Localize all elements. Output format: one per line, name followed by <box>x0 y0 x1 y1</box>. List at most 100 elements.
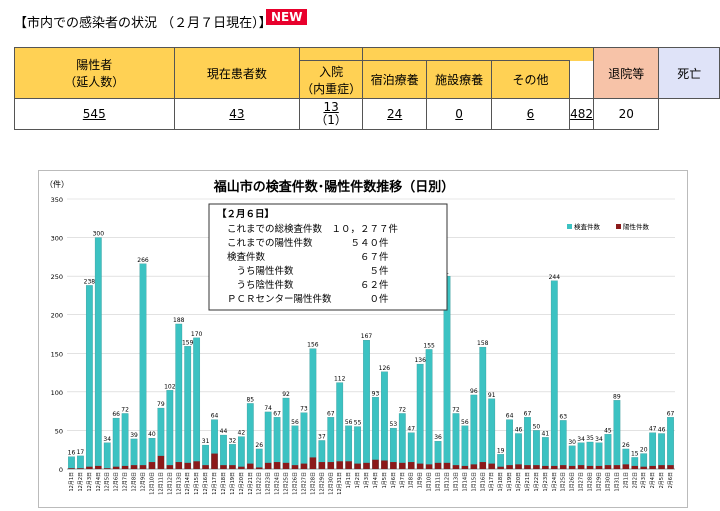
bar-positive <box>443 462 451 469</box>
legend-swatch-positive <box>616 224 621 229</box>
summary-box-frame <box>208 203 448 311</box>
data-label: 64 <box>506 413 514 420</box>
header-hospital-label: 入院 <box>319 64 344 79</box>
x-tick-label: 2月5日 <box>659 472 665 488</box>
data-label: 16 <box>68 450 76 457</box>
data-label: 17 <box>77 449 85 456</box>
x-tick-label: 12月2日 <box>78 472 84 492</box>
y-axis-ticks: 0 50 100 150 200 250 300 350 <box>51 196 63 474</box>
bar-positive <box>649 465 656 469</box>
bar-tests <box>166 390 174 470</box>
value-hospital-severe: （1） <box>315 113 347 127</box>
bar-tests <box>363 340 370 470</box>
bar-tests <box>300 412 308 470</box>
x-tick-label: 1月18日 <box>498 472 504 492</box>
bar-positive <box>497 466 504 469</box>
header-positive-sub: （延人数） <box>64 75 125 89</box>
x-tick-label: 12月29日 <box>319 472 325 495</box>
bar-positive <box>229 465 236 469</box>
bar-tests <box>130 438 138 470</box>
x-tick-label: 1月4日 <box>373 472 379 488</box>
data-label: 56 <box>461 419 469 426</box>
y-tick-label: 250 <box>51 273 63 281</box>
bar-positive <box>184 462 191 469</box>
data-label: 66 <box>112 411 120 418</box>
x-tick-label: 1月2日 <box>355 472 361 488</box>
bar-positive <box>658 465 665 469</box>
x-tick-label: 2月4日 <box>650 472 656 488</box>
x-tick-label: 1月25日 <box>561 472 567 492</box>
bar-tests <box>577 442 585 470</box>
x-tick-label: 1月17日 <box>489 472 495 492</box>
bar-tests <box>327 417 335 470</box>
x-tick-label: 12月30日 <box>328 472 334 495</box>
data-label: 136 <box>414 357 426 364</box>
header-deaths: 死亡 <box>658 47 720 99</box>
bar-positive <box>247 463 254 469</box>
bar-positive <box>434 462 442 469</box>
bar-tests <box>398 413 406 470</box>
bar-positive <box>130 465 138 469</box>
header-discharged: 退院等 <box>592 47 660 99</box>
bar-positive <box>68 468 75 469</box>
x-tick-label: 12月3日 <box>87 472 93 492</box>
x-tick-label: 1月11日 <box>436 472 442 492</box>
bar-positive <box>345 461 352 469</box>
bar-positive <box>515 464 522 469</box>
bar-tests <box>658 433 665 470</box>
bar-positive <box>631 465 638 469</box>
data-label: 89 <box>613 393 621 400</box>
bar-positive <box>157 455 165 469</box>
data-label: 44 <box>220 428 228 435</box>
x-tick-label: 12月24日 <box>275 472 281 495</box>
bar-tests <box>246 403 254 470</box>
x-tick-label: 12月31日 <box>337 472 343 495</box>
data-label: 91 <box>488 392 496 399</box>
bar-tests <box>264 411 272 470</box>
data-label: 156 <box>307 342 319 349</box>
data-label: 126 <box>379 365 391 372</box>
x-tick-label: 1月22日 <box>534 472 540 492</box>
bar-positive <box>104 468 111 469</box>
bar-tests <box>425 349 433 470</box>
bar-tests <box>649 432 657 470</box>
bar-tests <box>550 280 558 470</box>
x-tick-label: 1月31日 <box>614 472 620 492</box>
x-tick-label: 12月18日 <box>221 472 227 495</box>
bar-tests <box>273 417 281 470</box>
data-label: 36 <box>434 434 442 441</box>
data-label: 67 <box>273 410 281 417</box>
data-label: 26 <box>255 442 263 449</box>
bar-positive <box>622 464 630 469</box>
x-tick-label: 1月15日 <box>471 472 477 492</box>
bar-positive <box>256 467 263 469</box>
x-tick-label: 1月14日 <box>462 472 468 492</box>
legend: 検査件数 陽性件数 <box>567 222 650 231</box>
bar-positive <box>77 468 84 469</box>
bar-tests <box>667 417 674 470</box>
summary-line-date: 【２月６日】 <box>217 208 274 220</box>
bar-tests <box>121 413 129 470</box>
x-tick-label: 12月13日 <box>176 472 182 495</box>
summary-line-positive: うち陽性件数 ５件 <box>227 265 389 277</box>
page-header: 【市内での感染者の状況 （２月７日現在）】 <box>14 16 272 31</box>
data-label: 64 <box>211 413 219 420</box>
x-tick-label: 1月9日 <box>418 472 424 488</box>
bar-positive <box>595 465 603 469</box>
bar-tests <box>77 455 84 470</box>
data-label: 244 <box>549 274 561 281</box>
x-tick-label: 1月29日 <box>597 472 603 492</box>
bar-tests <box>533 430 540 470</box>
x-tick-label: 1月20日 <box>516 472 522 492</box>
x-tick-label: 1月10日 <box>427 472 433 492</box>
data-label: 188 <box>173 317 185 324</box>
data-label: 72 <box>452 406 460 413</box>
data-label: 47 <box>407 426 415 433</box>
value-other: 6 <box>490 98 571 130</box>
bar-positive <box>399 462 406 469</box>
data-label: 72 <box>398 406 406 413</box>
x-tick-label: 12月26日 <box>293 472 299 495</box>
bar-positive <box>390 462 397 469</box>
x-tick-label: 12月1日 <box>69 472 75 492</box>
data-label: 102 <box>164 383 176 390</box>
